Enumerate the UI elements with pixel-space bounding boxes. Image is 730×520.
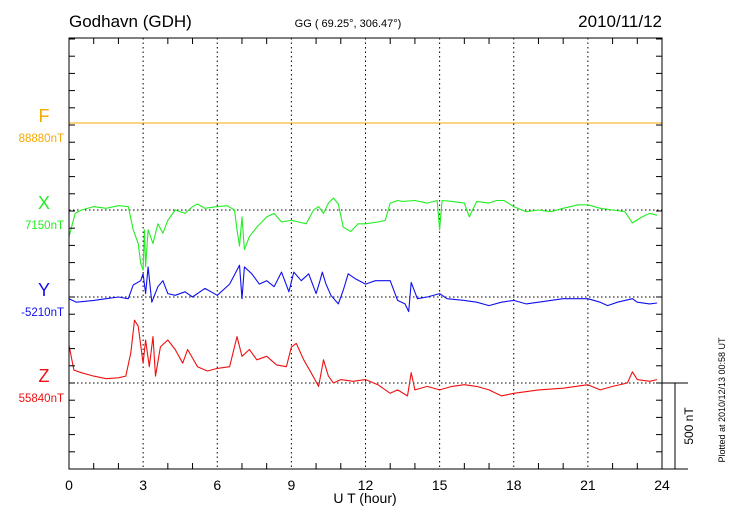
series-labels: F 88880nT X 7150nT Y -5210nT Z 55840nT: [19, 106, 64, 405]
x-tick-label: 0: [65, 477, 73, 493]
plot-frame: [68, 37, 663, 470]
series-baseline-f: 88880nT: [19, 133, 64, 145]
series-name-x: X: [38, 193, 50, 213]
x-tick-label: 3: [139, 477, 147, 493]
scale-bar: 500 nT: [662, 382, 696, 470]
chart-date: 2010/11/12: [578, 12, 662, 31]
chart-title: Godhavn (GDH): [69, 12, 192, 31]
series-line-y: [68, 264, 658, 313]
series-baseline-z: 55840nT: [19, 393, 64, 405]
x-tick-label: 18: [506, 477, 522, 493]
scale-bar-label: 500 nT: [682, 407, 696, 445]
x-tick-label: 9: [287, 477, 295, 493]
x-axis: 0 3 6 9 12 15 18 21 24: [65, 38, 670, 493]
grid: [69, 38, 662, 469]
series-line-z: [68, 319, 658, 397]
x-tick-label: 24: [654, 477, 670, 493]
series-baseline-y: -5210nT: [21, 307, 64, 319]
x-tick-label: 15: [432, 477, 448, 493]
series-name-z: Z: [39, 366, 50, 386]
chart-subtitle: GG ( 69.25°, 306.47°): [295, 18, 402, 30]
series-baseline-x: 7150nT: [25, 220, 64, 232]
x-tick-label: 12: [358, 477, 374, 493]
series-name-y: Y: [38, 280, 50, 300]
series-line-x: [68, 197, 658, 271]
series-name-f: F: [39, 106, 50, 126]
plotted-note: Plotted at 2010/12/13 00:58 UT: [717, 337, 727, 463]
x-tick-label: 6: [213, 477, 221, 493]
series-group: [68, 122, 662, 397]
x-tick-label: 21: [580, 477, 596, 493]
x-axis-label: U T (hour): [333, 490, 396, 506]
